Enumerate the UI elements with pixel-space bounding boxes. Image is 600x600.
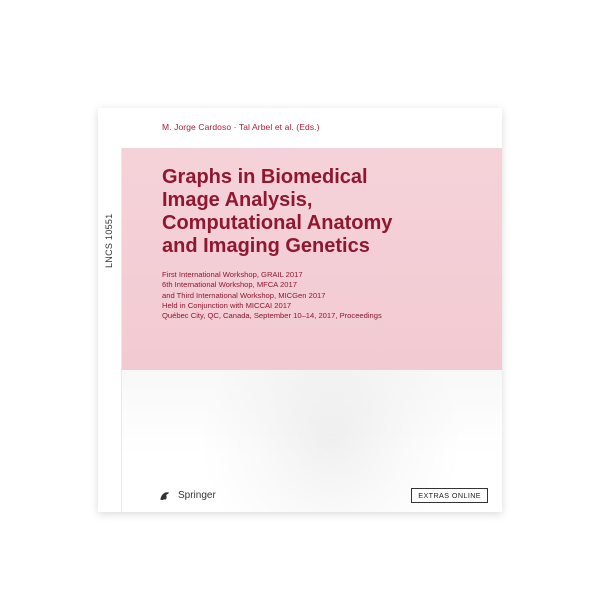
springer-horse-icon [158, 488, 172, 502]
cover-layout: LNCS 10551 M. Jorge Cardoso · Tal Arbel … [98, 108, 502, 512]
subtitle-line: and Third International Workshop, MICGen… [162, 291, 326, 300]
header-strip: M. Jorge Cardoso · Tal Arbel et al. (Eds… [98, 108, 502, 148]
title-line: Computational Anatomy [162, 212, 392, 234]
subtitle-line: Québec City, QC, Canada, September 10–14… [162, 311, 382, 320]
publisher-name: Springer [178, 490, 216, 501]
book-title: Graphs in Biomedical Image Analysis, Com… [162, 166, 484, 258]
lower-panel: Springer EXTRAS ONLINE [122, 370, 502, 512]
publisher-block: Springer [158, 488, 216, 502]
title-line: Image Analysis, [162, 189, 312, 211]
subtitle-line: 6th International Workshop, MFCA 2017 [162, 280, 297, 289]
book-subtitle: First International Workshop, GRAIL 2017… [162, 270, 484, 321]
title-line: and Imaging Genetics [162, 235, 370, 257]
spine: LNCS 10551 [98, 108, 122, 512]
title-band: Graphs in Biomedical Image Analysis, Com… [122, 148, 502, 370]
title-line: Graphs in Biomedical [162, 166, 368, 188]
series-code: LNCS 10551 [104, 213, 114, 268]
subtitle-line: Held in Conjunction with MICCAI 2017 [162, 301, 291, 310]
footer: Springer EXTRAS ONLINE [122, 482, 502, 512]
subtitle-line: First International Workshop, GRAIL 2017 [162, 270, 303, 279]
book-cover: LNCS 10551 M. Jorge Cardoso · Tal Arbel … [98, 108, 502, 512]
editors-line: M. Jorge Cardoso · Tal Arbel et al. (Eds… [162, 122, 320, 132]
extras-badge: EXTRAS ONLINE [411, 488, 488, 503]
